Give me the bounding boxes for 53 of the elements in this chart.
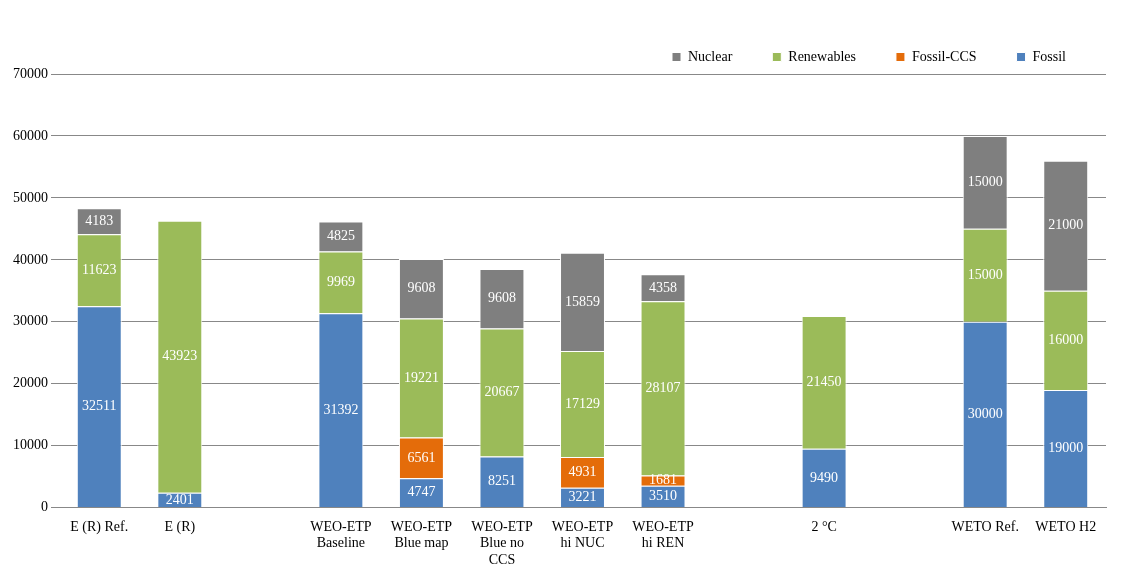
data-label: 3510 [649,488,678,504]
data-label: 31392 [323,401,359,417]
data-label: 3221 [568,489,597,505]
x-tick-label: WEO-ETP Blue no CCS [471,518,533,568]
data-label: 17129 [565,395,600,411]
data-label: 15000 [967,174,1003,190]
legend-label: Renewables [788,48,856,64]
x-tick-label: WEO-ETP hi REN [632,518,694,551]
data-label: 9608 [407,280,436,296]
data-label: 15859 [565,293,600,309]
data-label: 21450 [806,374,842,390]
y-tick-label: 40000 [13,251,48,267]
data-label: 43923 [162,348,198,364]
data-label: 4358 [649,279,678,295]
data-label: 2401 [165,491,194,507]
x-tick-label: E (R) Ref. [70,518,129,535]
x-tick-label: WEO-ETP hi NUC [551,518,614,551]
data-label: 21000 [1048,217,1084,233]
y-tick-label: 60000 [13,127,48,143]
x-tick-label: WEO-ETP Baseline [310,518,372,551]
data-label: 11623 [82,261,117,277]
data-label: 32511 [82,398,117,414]
legend-label: Nuclear [688,48,733,64]
y-tick-label: 10000 [13,437,48,453]
data-label: 16000 [1048,332,1084,348]
data-label: 28107 [645,380,681,396]
x-tick-label: E (R) [164,518,196,535]
y-tick-label: 20000 [13,375,48,391]
data-label: 19000 [1048,440,1084,456]
data-label: 1681 [649,472,678,488]
data-label: 4825 [326,228,355,244]
data-label: 30000 [967,406,1003,422]
y-tick-label: 0 [41,499,48,515]
y-tick-label: 50000 [13,189,48,205]
x-tick-label: 2 °C [811,518,837,534]
data-label: 6561 [407,449,436,465]
data-label: 9490 [810,469,839,485]
data-label: 19221 [403,369,439,385]
data-label: 4931 [568,464,597,480]
y-tick-label: 30000 [13,313,48,329]
data-label: 20667 [484,384,520,400]
data-label: 15000 [967,266,1003,282]
data-label: 4747 [407,484,436,500]
x-tick-label: WEO-ETP Blue map [390,518,453,551]
legend-label: Fossil [1032,48,1067,64]
data-label: 9608 [487,290,516,306]
data-label: 9969 [326,273,355,289]
data-label: 8251 [487,473,516,489]
y-tick-label: 70000 [13,65,48,81]
data-label: 4183 [85,212,114,228]
x-tick-label: WETO H2 [1035,518,1097,534]
legend-label: Fossil-CCS [911,48,977,64]
x-tick-label: WETO Ref. [951,518,1019,534]
